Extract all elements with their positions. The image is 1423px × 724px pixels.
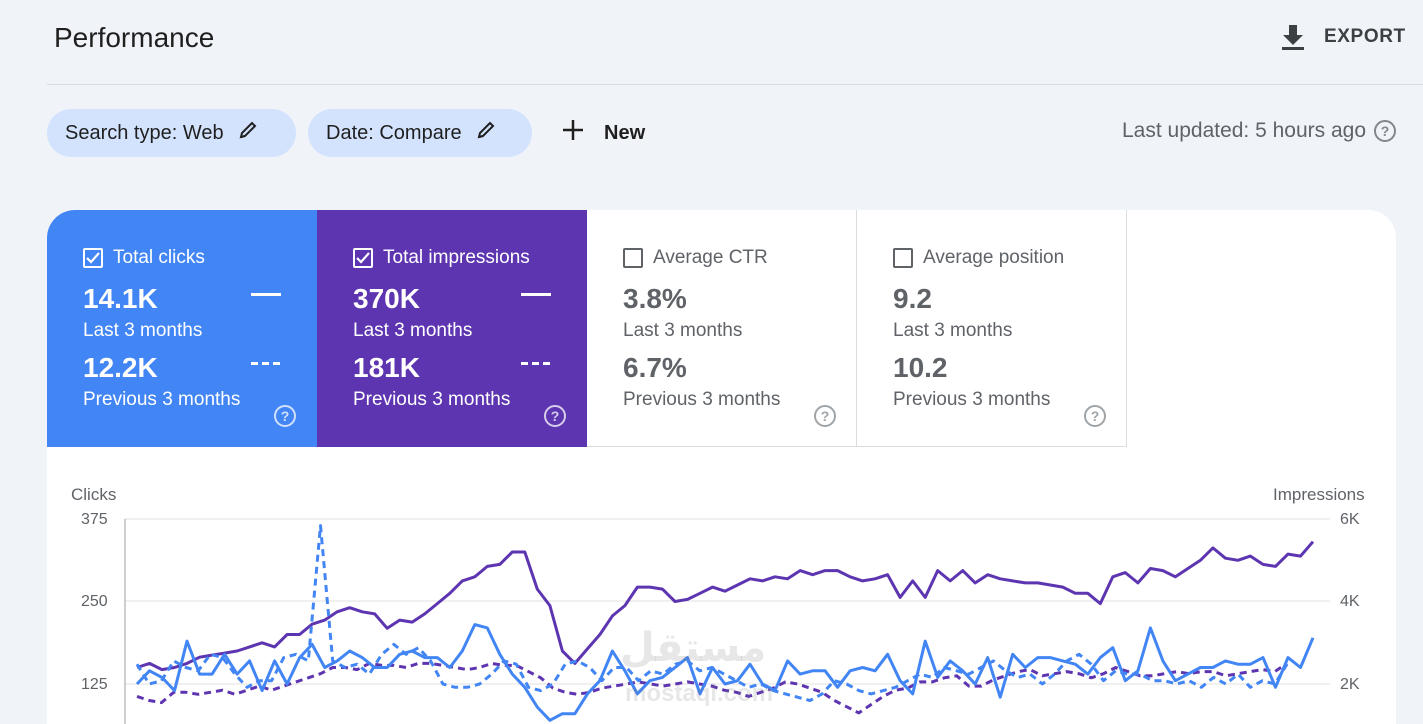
watermark-url: mostaql.com [625, 680, 774, 707]
export-label: EXPORT [1324, 26, 1406, 47]
right-axis-title: Impressions [1273, 485, 1365, 504]
solid-line-legend-icon [521, 293, 551, 296]
metric-label: Total clicks [113, 247, 205, 268]
header-divider [47, 84, 1423, 85]
right-tick-label: 4K [1340, 593, 1360, 610]
help-icon[interactable]: ? [274, 405, 296, 427]
metric-prev-value: 181K [353, 352, 420, 383]
metric-label: Average CTR [653, 247, 768, 268]
metric-period: Last 3 months [83, 320, 203, 341]
help-icon[interactable]: ? [544, 405, 566, 427]
metric-total-clicks[interactable]: Total clicks 14.1K Last 3 months 12.2K P… [47, 210, 317, 447]
metric-value: 14.1K [83, 283, 158, 314]
search-type-label: Search type: Web [65, 121, 224, 144]
metric-period: Last 3 months [893, 320, 1013, 341]
metric-label: Total impressions [383, 247, 530, 268]
edit-pencil-icon [238, 120, 258, 146]
help-icon[interactable]: ? [814, 405, 836, 427]
left-tick-label: 250 [81, 593, 108, 610]
edit-pencil-icon [476, 120, 496, 146]
series-line-total-impressions-previous [136, 661, 1288, 715]
right-tick-label: 2K [1340, 676, 1360, 693]
checkbox-unchecked-icon[interactable] [623, 248, 643, 268]
metric-prev-period: Previous 3 months [623, 389, 781, 410]
export-button[interactable]: EXPORT [1280, 20, 1406, 54]
new-filter-button[interactable]: New [560, 112, 645, 154]
help-icon[interactable]: ? [1374, 120, 1397, 142]
metric-prev-value: 10.2 [893, 352, 948, 383]
search-type-filter-chip[interactable]: Search type: Web [47, 109, 296, 157]
left-tick-label: 125 [81, 676, 108, 693]
watermark-logo: مستقل [620, 626, 767, 670]
date-filter-label: Date: Compare [326, 121, 462, 144]
metric-value: 3.8% [623, 283, 687, 314]
series-line-total-impressions [136, 540, 1315, 672]
left-tick-label: 375 [81, 511, 108, 528]
metric-prev-value: 6.7% [623, 352, 687, 383]
left-axis-title: Clicks [71, 485, 117, 504]
dashed-line-legend-icon [521, 362, 551, 365]
page-header: Performance EXPORT [0, 0, 1423, 84]
performance-card: Total clicks 14.1K Last 3 months 12.2K P… [47, 210, 1396, 724]
solid-line-legend-icon [251, 293, 281, 296]
checkbox-unchecked-icon[interactable] [893, 248, 913, 268]
download-icon [1280, 23, 1306, 51]
help-icon[interactable]: ? [1084, 405, 1106, 427]
metric-label: Average position [923, 247, 1065, 268]
metric-average-ctr[interactable]: Average CTR 3.8% Last 3 months 6.7% Prev… [587, 210, 857, 447]
dashed-line-legend-icon [251, 362, 281, 365]
metric-prev-period: Previous 3 months [353, 389, 511, 410]
checkbox-checked-icon[interactable] [83, 248, 103, 268]
page-title: Performance [54, 22, 215, 53]
date-filter-chip[interactable]: Date: Compare [308, 109, 532, 157]
metric-prev-period: Previous 3 months [893, 389, 1051, 410]
metric-value: 370K [353, 283, 420, 314]
last-updated: Last updated: 5 hours ago ? [1122, 119, 1397, 143]
plus-icon [560, 117, 586, 149]
metric-total-impressions[interactable]: Total impressions 370K Last 3 months 181… [317, 210, 587, 447]
metric-average-position[interactable]: Average position 9.2 Last 3 months 10.2 … [857, 210, 1127, 447]
metric-prev-value: 12.2K [83, 352, 158, 383]
series-line-total-clicks [135, 623, 1315, 722]
new-filter-label: New [604, 121, 646, 144]
metric-period: Last 3 months [623, 320, 743, 341]
metric-value: 9.2 [893, 283, 932, 314]
last-updated-text: Last updated: 5 hours ago [1122, 119, 1367, 142]
right-tick-label: 6K [1340, 511, 1360, 528]
checkbox-checked-icon[interactable] [353, 248, 373, 268]
metric-period: Last 3 months [353, 320, 473, 341]
series-line-total-clicks-previous [135, 524, 1289, 702]
metric-prev-period: Previous 3 months [83, 389, 241, 410]
